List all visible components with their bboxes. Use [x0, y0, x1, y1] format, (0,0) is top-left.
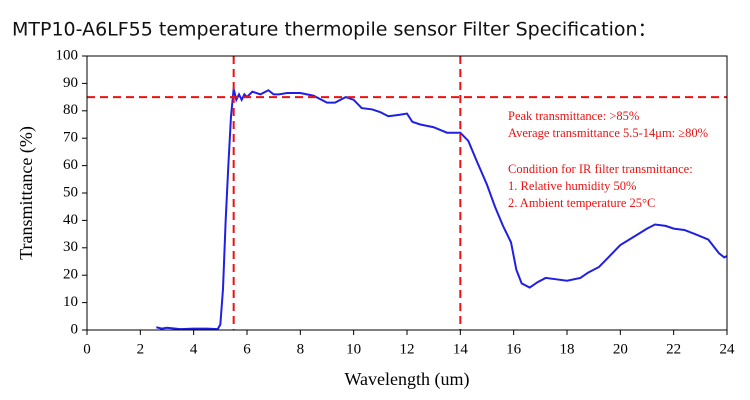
y-tick-label: 70	[63, 130, 78, 146]
x-tick-label: 4	[190, 341, 198, 357]
data-line	[156, 88, 728, 331]
annotation: 2. Ambient temperature 25°C	[508, 196, 655, 210]
x-tick-label: 14	[453, 341, 469, 357]
y-tick-label: 80	[63, 102, 78, 118]
plot-frame	[86, 55, 728, 331]
x-tick-label: 24	[720, 341, 736, 357]
y-tick-label: 100	[56, 47, 79, 63]
y-axis-label: Transmittance (%)	[16, 126, 37, 260]
y-tick-label: 30	[63, 239, 78, 255]
x-tick-label: 16	[506, 341, 522, 357]
annotation: Condition for IR filter transmittance:	[508, 162, 693, 176]
chart-title: MTP10-A6LF55 temperature thermopile sens…	[12, 19, 657, 41]
x-tick-label: 22	[666, 341, 681, 357]
x-tick-label: 6	[243, 341, 251, 357]
x-tick-label: 0	[83, 341, 91, 357]
y-tick-label: 60	[63, 157, 78, 173]
annotation: Average transmittance 5.5-14μm: ≥80%	[508, 126, 708, 140]
x-tick-label: 10	[346, 341, 361, 357]
x-axis-label: Wavelength (um)	[344, 369, 469, 390]
y-tick-label: 50	[63, 184, 78, 200]
x-tick-label: 8	[297, 341, 305, 357]
y-tick-label: 40	[63, 212, 78, 228]
x-tick-label: 12	[400, 341, 415, 357]
annotation: Peak transmittance: >85%	[508, 109, 639, 123]
x-tick-label: 18	[560, 341, 575, 357]
y-tick-label: 0	[71, 321, 79, 337]
y-tick-label: 20	[63, 267, 78, 283]
x-tick-label: 2	[137, 341, 145, 357]
y-tick-label: 10	[63, 294, 78, 310]
annotation: 1. Relative humidity 50%	[508, 179, 636, 193]
y-tick-label: 90	[63, 75, 78, 91]
x-tick-label: 20	[613, 341, 628, 357]
